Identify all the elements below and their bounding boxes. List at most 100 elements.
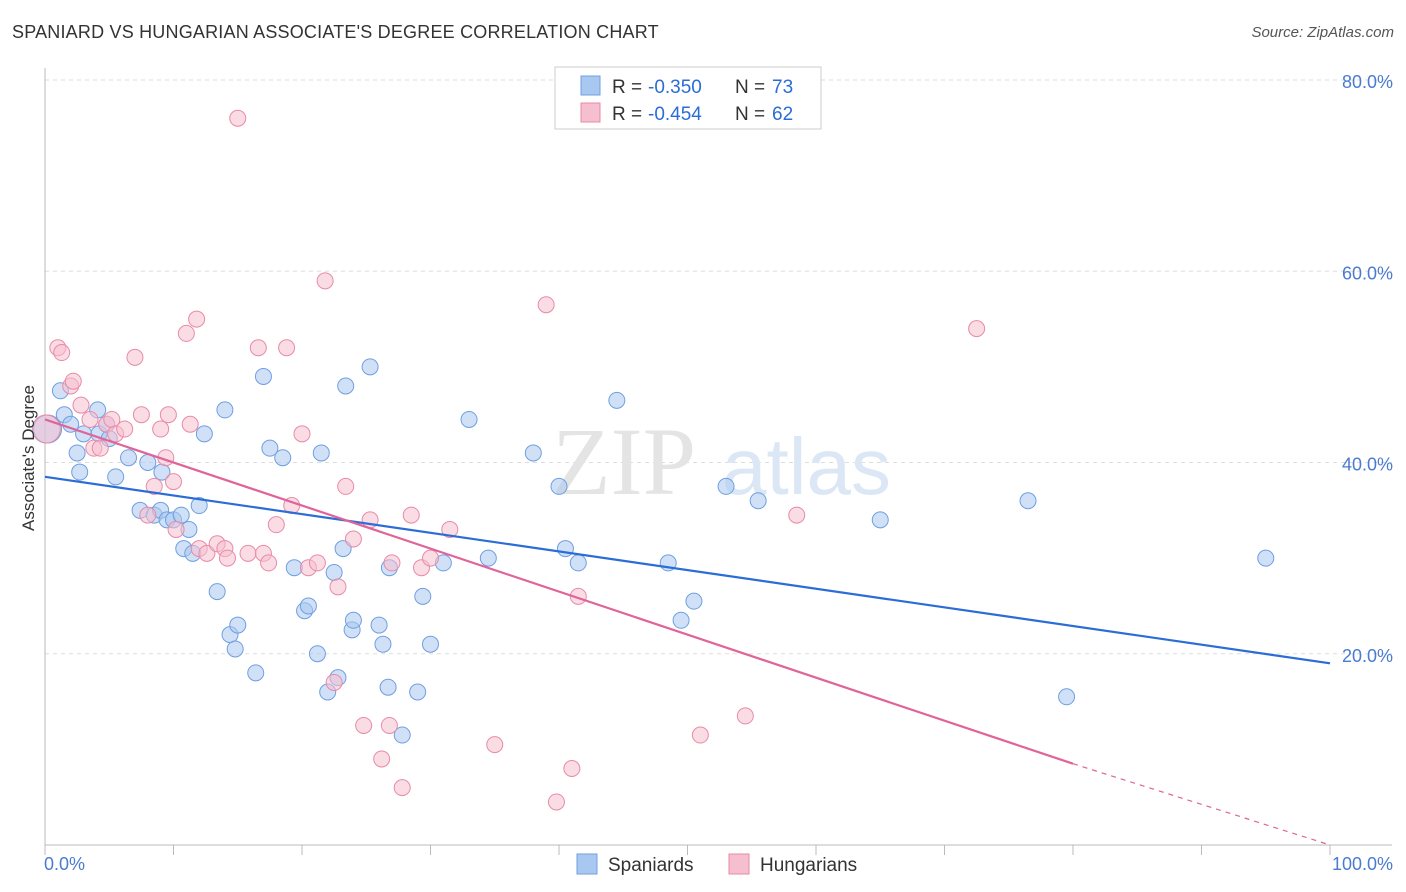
hungarians-point (325, 673, 343, 691)
hungarians-point (53, 344, 71, 362)
spaniards-point (569, 554, 587, 572)
spaniards-point (261, 439, 279, 457)
hungarians-point (788, 506, 806, 524)
hungarians-point (72, 396, 90, 414)
y-tick-label: 40.0% (1342, 455, 1393, 475)
hungarians-point (132, 406, 150, 424)
hungarians-point (344, 530, 362, 548)
hungarians-point (218, 549, 236, 567)
hungarians-point (380, 716, 398, 734)
hungarians-point (691, 726, 709, 744)
hungarians-point (145, 477, 163, 495)
hungarians-point (126, 348, 144, 366)
y-tick-label: 20.0% (1342, 646, 1393, 666)
hungarians-point (81, 410, 99, 428)
legend-top-spaniards-r-value: -0.350 (648, 77, 702, 98)
hungarians-point (165, 473, 182, 491)
hungarians-point (181, 415, 199, 433)
spaniards-point (299, 597, 317, 615)
spaniards-point (524, 444, 542, 462)
hungarians-point (968, 320, 986, 338)
trend-lines (44, 418, 1331, 846)
spaniards-point (374, 635, 392, 653)
hungarians-point (486, 736, 504, 754)
y-axis-title: Associate's Degree (19, 385, 38, 531)
hungarians-point (188, 310, 206, 328)
legend-bottom-hungarians-swatch (728, 853, 750, 875)
chart-title: SPANIARD VS HUNGARIAN ASSOCIATE'S DEGREE… (12, 22, 659, 42)
spaniards-point (1257, 549, 1275, 567)
spaniards-point (479, 549, 497, 567)
y-tick-label: 60.0% (1342, 263, 1393, 283)
spaniards-point (107, 468, 125, 486)
grid-lines (45, 79, 1392, 655)
spaniards-point (685, 592, 703, 610)
spaniards-point (312, 444, 330, 462)
hungarians-point (91, 439, 109, 457)
hungarians-point (563, 760, 581, 777)
legend-top-spaniards-n-value: 73 (772, 77, 793, 98)
hungarians-point (373, 750, 391, 768)
hungarians-point (537, 296, 555, 314)
hungarians-point (249, 339, 267, 357)
legend-bottom-spaniards-swatch (576, 853, 598, 875)
legend-top-hungarians-r-value: -0.454 (648, 104, 702, 125)
hungarians-point (337, 477, 355, 495)
legend-bottom: Spaniards Hungarians (576, 853, 857, 876)
spaniards-trend-line (44, 475, 1331, 665)
spaniards-point (393, 726, 411, 744)
spaniards-point (308, 645, 326, 663)
hungarians-point (139, 506, 157, 524)
spaniards-point (120, 449, 138, 467)
spaniards-point (1058, 688, 1076, 706)
hungarians-point (116, 420, 134, 438)
legend-top-spaniards-n-label: N = (735, 77, 765, 98)
hungarians-point (547, 793, 565, 811)
hungarians-point (393, 779, 411, 797)
spaniards-point (274, 449, 292, 467)
spaniards-point (337, 377, 355, 395)
hungarians-point (355, 716, 373, 734)
hungarians-point (736, 707, 754, 725)
spaniards-point (254, 367, 272, 385)
spaniards-point (216, 401, 234, 419)
spaniards-point (285, 559, 303, 577)
spaniards-point (379, 678, 397, 696)
tick-labels: 20.0% 40.0% 60.0% 80.0% 0.0% 100.0% (44, 72, 1393, 874)
hungarians-trend-extension (1072, 763, 1331, 846)
legend-top-hungarians-r-label: R = (612, 104, 642, 125)
hungarians-point (308, 554, 326, 572)
chart-source: Source: ZipAtlas.com (1251, 24, 1394, 41)
spaniards-point (409, 683, 427, 701)
hungarians-point (167, 520, 185, 538)
x-tick-label-min: 0.0% (44, 854, 85, 874)
hungarians-point (278, 339, 296, 357)
hungarians-point (229, 109, 247, 127)
spaniards-point (344, 611, 362, 629)
legend-top-spaniards-swatch (580, 75, 601, 96)
hungarians-trend-line (44, 418, 1074, 765)
data-points (31, 109, 1275, 811)
hungarians-point (64, 372, 82, 390)
hungarians-point (177, 324, 195, 342)
spaniards-point (190, 497, 208, 515)
legend-top-hungarians-n-label: N = (735, 104, 765, 125)
spaniards-point (672, 611, 690, 629)
x-tick-label-max: 100.0% (1332, 854, 1393, 874)
legend-top: R = -0.350 N = 73 R = -0.454 N = 62 (554, 66, 822, 130)
hungarians-point (159, 406, 177, 424)
spaniards-point (172, 506, 190, 524)
hungarians-point (260, 554, 278, 572)
hungarians-point (267, 516, 285, 534)
spaniards-point (229, 616, 247, 634)
spaniards-point (370, 616, 388, 634)
spaniards-point (226, 640, 244, 658)
spaniards-point (325, 563, 343, 581)
watermark-zip: ZIP (552, 408, 696, 515)
spaniards-point (460, 410, 478, 428)
spaniards-point (608, 391, 626, 409)
hungarians-point (239, 544, 257, 562)
legend-bottom-hungarians-label: Hungarians (760, 855, 857, 876)
hungarians-point (402, 506, 420, 524)
